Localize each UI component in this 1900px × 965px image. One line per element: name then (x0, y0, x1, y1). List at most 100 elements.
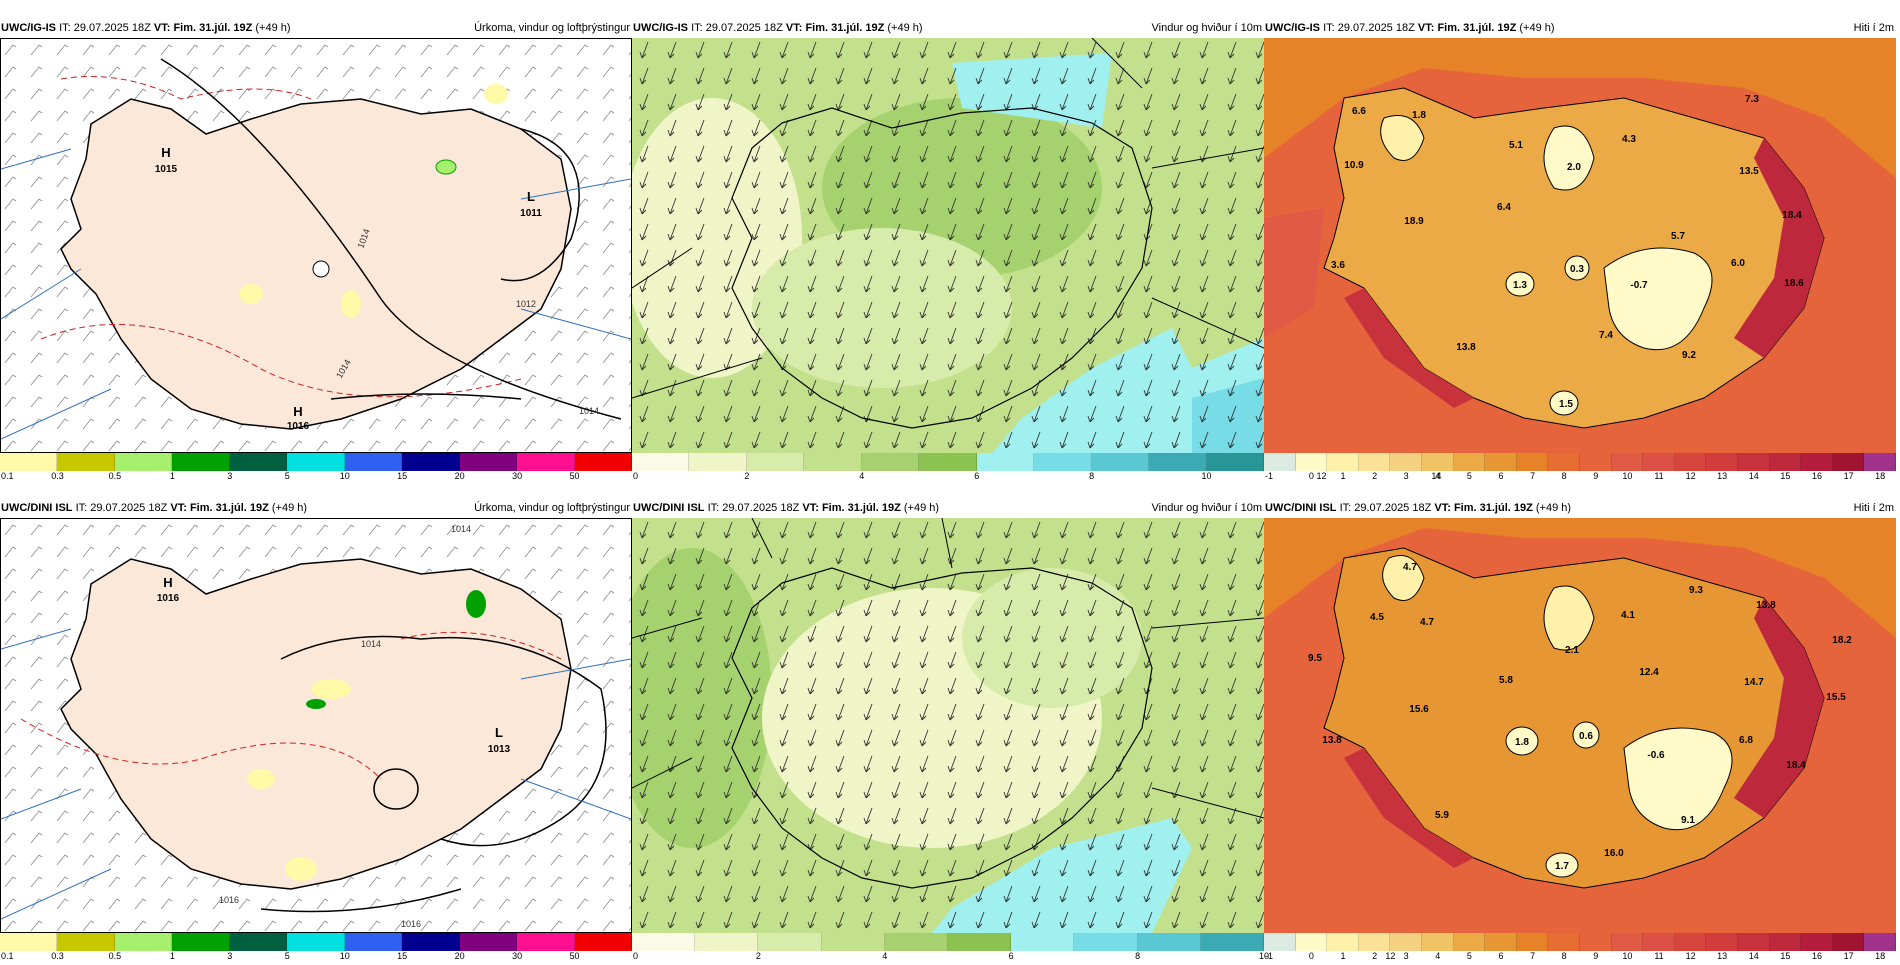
it-label: IT: (1323, 22, 1335, 34)
colorbar-tick-label: 18 (1875, 471, 1886, 481)
temp-value: 18.2 (1832, 635, 1852, 646)
panel-title: Vindur og hviður í 10m (1151, 502, 1262, 514)
lead-time: (+49 h) (1535, 502, 1572, 514)
colorbar-tick-label: 4 (1435, 951, 1441, 961)
panel-title: Hiti í 2m (1853, 502, 1894, 514)
colorbar-swatch (1737, 933, 1770, 951)
colorbar-tick-label: 4 (1435, 471, 1441, 481)
colorbar-tick-label: 1 (1340, 951, 1346, 961)
colorbar-swatch (1421, 933, 1454, 951)
pressure-symbol: H (293, 404, 302, 419)
colorbar-swatch (1864, 933, 1896, 951)
colorbar-tick-label: 0 (1308, 951, 1314, 961)
it-label: IT: (59, 22, 71, 34)
temp-value: 3.6 (1331, 260, 1345, 271)
colorbar-tick-label: 16 (1811, 951, 1823, 961)
colorbar-swatch (1358, 933, 1391, 951)
colorbar-swatch (57, 933, 115, 951)
model-name: UWC/DINI ISL (1, 502, 73, 514)
panel-temp-dini: UWC/DINI ISL IT: 29.07.2025 18Z VT: Fim.… (1264, 498, 1896, 961)
colorbar-swatch (1832, 933, 1865, 951)
vt-label: VT: (785, 22, 803, 34)
colorbar-tick-label: 12 (1685, 951, 1696, 961)
colorbar-swatch (1706, 933, 1738, 951)
isobar-label: 1014 (579, 406, 599, 416)
panel-precip-igis: UWC/IG-IS IT: 29.07.2025 18Z VT: Fim. 31… (0, 18, 632, 481)
it-label: IT: (75, 502, 88, 514)
colorbar-swatch (695, 933, 759, 951)
colorbar-swatch (402, 453, 460, 471)
vt-label: VT: (170, 502, 187, 514)
colorbar-tick-label: 0.1 (1, 951, 14, 961)
init-time: 29.07.2025 18Z (1354, 502, 1432, 514)
colorbar-tick-label: 10 (1622, 951, 1633, 961)
temp-value: 9.3 (1689, 585, 1703, 596)
temp-value: 1.7 (1555, 861, 1569, 872)
colorbar-tick-label: 17 (1843, 471, 1854, 481)
temp-value: 7.4 (1599, 330, 1613, 341)
pressure-value: 1011 (520, 208, 542, 219)
panel-title: Úrkoma, vindur og loftþrýstingur (474, 502, 630, 514)
temperature-values: 6.6 1.8 10.9 5.1 2.0 4.3 7.3 13.5 6.4 18… (1331, 94, 1804, 410)
colorbar-tick-label: 1 (169, 471, 175, 481)
temp-value: 2.1 (1565, 645, 1579, 656)
colorbar-swatch (0, 933, 58, 951)
model-name: UWC/DINI ISL (633, 502, 705, 514)
colorbar-swatch (1769, 933, 1802, 951)
colorbar-swatch (114, 453, 173, 471)
colorbar-tick-label: 16 (1811, 471, 1823, 481)
temp-value: 2.0 (1567, 162, 1581, 173)
colorbar-tick-label: 3 (227, 951, 233, 961)
colorbar-swatch (861, 453, 920, 471)
colorbar-swatch (1643, 933, 1675, 951)
colorbar (1264, 453, 1896, 471)
model-name: UWC/DINI ISL (1265, 502, 1337, 514)
colorbar-tick-label: 0.3 (51, 951, 64, 961)
colorbar-tick-label: 10 (1201, 471, 1212, 481)
panel-title: Vindur og hviður í 10m (1151, 22, 1262, 34)
temp-value: 12.4 (1639, 667, 1659, 678)
colorbar-tick-label: 4 (859, 471, 865, 481)
colorbar (0, 933, 632, 951)
temp-value: 4.1 (1621, 610, 1635, 621)
valid-time: Fim. 31.júl. 19Z (1453, 502, 1533, 514)
temp-value: 9.5 (1308, 653, 1322, 664)
colorbar-swatch (459, 453, 518, 471)
init-time: 29.07.2025 18Z (1337, 22, 1415, 34)
pressure-value: 1015 (155, 164, 178, 175)
precip-map: H 1016 L 1013 1014 1014 1016 1016 (0, 518, 632, 933)
colorbar-swatch (287, 933, 345, 951)
colorbar-swatch (1264, 933, 1296, 951)
colorbar-swatch (689, 453, 747, 471)
colorbar-tick-label: 50 (569, 471, 580, 481)
colorbar-swatch (1611, 933, 1644, 951)
colorbar-tick-label: 12 (1316, 471, 1327, 481)
pressure-symbol: L (527, 189, 535, 204)
lead-time: (+49 h) (255, 22, 291, 34)
colorbar-tick-label: 0.1 (1, 471, 14, 481)
colorbar-swatch (287, 453, 345, 471)
temp-value: 10.9 (1344, 160, 1364, 171)
colorbar-swatch (57, 453, 115, 471)
colorbar-tick-label: 30 (512, 471, 523, 481)
temp-value: 4.7 (1403, 562, 1417, 573)
colorbar-tick-label: 11 (1654, 951, 1664, 961)
colorbar-swatch (1264, 453, 1296, 471)
temp-value: 16.0 (1604, 848, 1624, 859)
init-time: 29.07.2025 18Z (73, 22, 151, 34)
colorbar-tick-label: 6 (974, 471, 980, 481)
colorbar-swatch (229, 453, 288, 471)
pressure-symbol: H (161, 145, 170, 160)
colorbar-swatch (1801, 453, 1833, 471)
colorbar-swatch (1611, 453, 1644, 471)
colorbar-tick-label: 5 (1466, 951, 1472, 961)
it-label: IT: (691, 22, 703, 34)
colorbar-swatch (574, 453, 632, 471)
colorbar-swatch (1453, 933, 1486, 951)
it-label: IT: (1339, 502, 1352, 514)
colorbar-tick-label: 8 (1561, 951, 1567, 961)
vt-label: VT: (153, 22, 171, 34)
colorbar-ticks: 0 2 4 6 8 10 12 14 (632, 471, 1441, 485)
colorbar-swatch (1548, 453, 1580, 471)
colorbar-swatch (574, 933, 632, 951)
